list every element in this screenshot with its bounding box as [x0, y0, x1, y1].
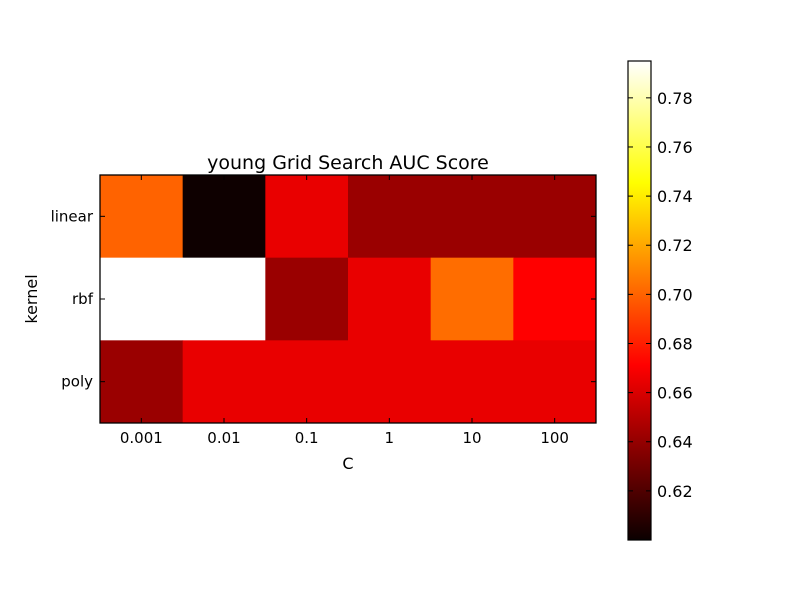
y-axis: linear rbf poly: [51, 207, 596, 391]
colorbar-tick-label: 0.76: [657, 138, 693, 157]
heatmap-cell: [100, 175, 184, 259]
heatmap-cell: [513, 340, 597, 424]
colorbar-tick-label: 0.66: [657, 384, 693, 403]
heatmap-cell: [100, 257, 184, 341]
x-tick-label: 1: [385, 429, 395, 447]
colorbar: [627, 60, 652, 541]
heatmap-cell: [348, 257, 432, 341]
heatmap-cell: [348, 340, 432, 424]
colorbar-tick-label: 0.70: [657, 285, 693, 304]
heatmap-cell: [430, 175, 514, 259]
heatmap-cell: [348, 175, 432, 259]
x-tick-label: 100: [540, 429, 569, 447]
y-tick-label: poly: [61, 373, 93, 391]
heatmap-cell: [265, 257, 349, 341]
colorbar-tick-label: 0.62: [657, 482, 693, 501]
colorbar-tick-label: 0.68: [657, 334, 693, 353]
x-tick-label: 0.01: [207, 429, 240, 447]
colorbar-tick-label: 0.64: [657, 433, 693, 452]
heatmap-cells: [100, 175, 597, 424]
x-tick-label: 0.1: [295, 429, 319, 447]
heatmap-cell: [265, 340, 349, 424]
heatmap-cell: [100, 340, 184, 424]
heatmap-cell: [182, 175, 266, 259]
x-tick-label: 10: [462, 429, 481, 447]
heatmap-cell: [513, 175, 597, 259]
x-axis-label: C: [342, 454, 353, 473]
colorbar-tick-label: 0.78: [657, 89, 693, 108]
y-tick-label: linear: [51, 207, 94, 225]
chart-title: young Grid Search AUC Score: [207, 152, 489, 174]
x-axis: 0.001 0.01 0.1 1 10 100: [120, 175, 569, 447]
x-tick-label: 0.001: [120, 429, 163, 447]
colorbar-tick-label: 0.74: [657, 187, 693, 206]
heatmap-cell: [513, 257, 597, 341]
y-tick-label: rbf: [72, 290, 94, 308]
colorbar-axis: 0.62 0.64 0.66 0.68 0.70 0.72 0.74 0.76 0.78: [628, 89, 693, 501]
heatmap-cell: [430, 257, 514, 341]
heatmap-cell: [182, 257, 266, 341]
colorbar-tick-label: 0.72: [657, 236, 693, 255]
heatmap-cell: [430, 340, 514, 424]
heatmap-cell: [182, 340, 266, 424]
y-axis-label: kernel: [22, 274, 41, 323]
heatmap-cell: [265, 175, 349, 259]
